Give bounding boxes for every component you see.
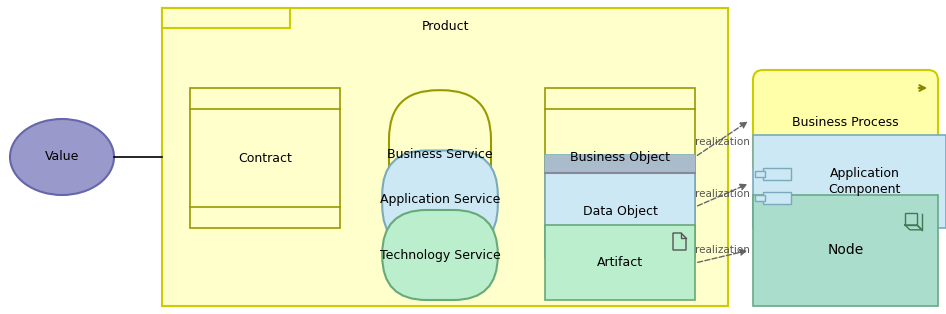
Bar — [545, 88, 695, 228]
Text: realization: realization — [694, 137, 749, 147]
FancyBboxPatch shape — [753, 70, 938, 175]
Bar — [162, 8, 728, 306]
Bar — [905, 213, 917, 225]
Bar — [763, 167, 791, 180]
Bar — [763, 192, 791, 203]
Text: Technology Service: Technology Service — [379, 248, 500, 262]
Text: realization: realization — [694, 245, 749, 255]
Text: realization: realization — [694, 189, 749, 199]
Text: Business Object: Business Object — [570, 151, 670, 165]
Ellipse shape — [10, 119, 114, 195]
Bar — [753, 195, 938, 306]
Text: Data Object: Data Object — [583, 204, 657, 218]
Bar — [545, 155, 695, 258]
Text: Product: Product — [421, 19, 469, 33]
Bar — [753, 135, 946, 228]
Text: Node: Node — [828, 243, 864, 257]
FancyBboxPatch shape — [382, 150, 498, 250]
Text: Application
Component: Application Component — [829, 167, 901, 196]
Text: Application Service: Application Service — [379, 193, 500, 207]
FancyBboxPatch shape — [382, 210, 498, 300]
Text: Artifact: Artifact — [597, 256, 643, 269]
Text: Business Service: Business Service — [387, 149, 493, 161]
Text: Value: Value — [44, 150, 79, 164]
Bar — [190, 88, 340, 228]
Bar — [162, 8, 290, 28]
Bar — [545, 155, 695, 173]
Text: Business Process: Business Process — [792, 116, 899, 129]
Bar — [545, 225, 695, 300]
FancyBboxPatch shape — [389, 90, 491, 220]
Text: Contract: Contract — [238, 151, 292, 165]
Bar — [755, 194, 765, 201]
Bar — [755, 171, 765, 176]
